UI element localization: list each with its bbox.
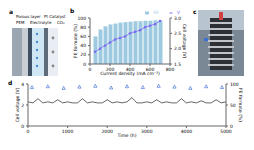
svg-text:200: 200 bbox=[105, 67, 115, 73]
html-text:FE: FE bbox=[153, 10, 159, 15]
svg-text:3000: 3000 bbox=[141, 129, 153, 134]
svg-text:100: 100 bbox=[230, 82, 239, 87]
svg-text:a: a bbox=[9, 8, 13, 15]
svg-text:Current density (mA cm⁻²): Current density (mA cm⁻²) bbox=[100, 71, 160, 76]
svg-text:50: 50 bbox=[230, 103, 236, 108]
svg-text:Pt Catalyst: Pt Catalyst bbox=[44, 14, 66, 19]
svg-text:c: c bbox=[193, 8, 197, 15]
svg-text:800: 800 bbox=[166, 67, 175, 72]
svg-text:Cell voltage (V): Cell voltage (V) bbox=[182, 24, 187, 59]
svg-text:Electrolyte: Electrolyte bbox=[30, 20, 52, 25]
svg-text:0: 0 bbox=[89, 67, 92, 72]
svg-text:2: 2 bbox=[21, 103, 24, 108]
html-text:d: d bbox=[8, 79, 13, 86]
svg-text:0: 0 bbox=[21, 124, 24, 129]
svg-text:80: 80 bbox=[80, 25, 86, 30]
svg-text:3.0: 3.0 bbox=[174, 16, 181, 21]
svg-text:4000: 4000 bbox=[181, 129, 193, 134]
svg-text:60: 60 bbox=[80, 34, 86, 39]
svg-text:2.0: 2.0 bbox=[174, 46, 181, 51]
svg-text:600: 600 bbox=[145, 67, 155, 73]
svg-text:Time (h): Time (h) bbox=[117, 133, 137, 138]
svg-text:Porous layer: Porous layer bbox=[16, 14, 41, 19]
html-text:b: b bbox=[70, 7, 75, 14]
svg-text:1.5: 1.5 bbox=[174, 62, 181, 67]
svg-text:FE formate (%): FE formate (%) bbox=[73, 24, 78, 58]
svg-text:0: 0 bbox=[230, 124, 233, 129]
svg-text:CO₂: CO₂ bbox=[57, 20, 65, 25]
svg-text:Cell voltage (V): Cell voltage (V) bbox=[15, 87, 20, 122]
svg-text:100: 100 bbox=[77, 16, 86, 21]
svg-text:4: 4 bbox=[21, 82, 24, 87]
html-text:V: V bbox=[176, 10, 180, 15]
svg-text:5000: 5000 bbox=[220, 129, 232, 134]
svg-text:2.5: 2.5 bbox=[174, 31, 181, 36]
svg-text:1000: 1000 bbox=[62, 129, 74, 134]
svg-text:20: 20 bbox=[80, 52, 86, 57]
svg-text:0: 0 bbox=[83, 62, 86, 67]
svg-text:40: 40 bbox=[80, 43, 86, 48]
svg-text:PEM: PEM bbox=[16, 20, 25, 25]
svg-text:2000: 2000 bbox=[101, 129, 113, 134]
svg-text:400: 400 bbox=[125, 67, 135, 73]
svg-text:FE formate (%): FE formate (%) bbox=[238, 88, 243, 122]
svg-text:0: 0 bbox=[27, 129, 30, 134]
